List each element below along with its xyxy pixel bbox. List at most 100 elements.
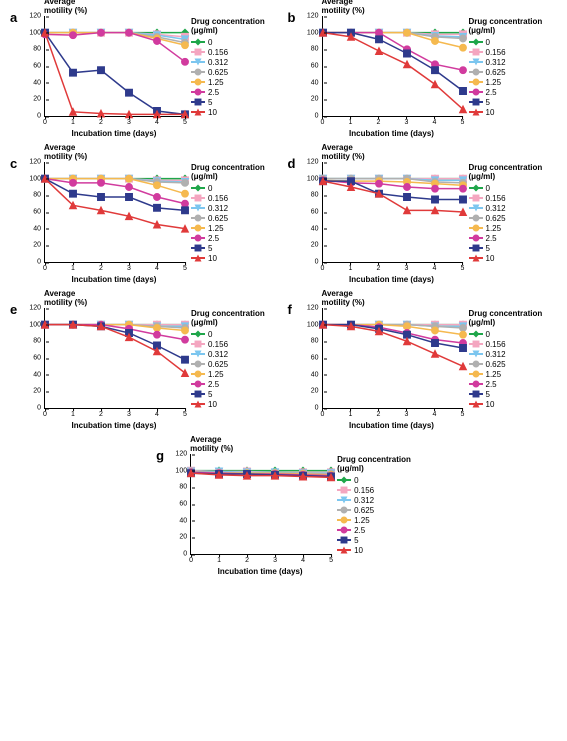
legend: Drug concentration(μg/ml) 0 0.156 0.312 … xyxy=(191,164,265,264)
legend-label: 0 xyxy=(208,330,212,339)
legend-item: 0.156 xyxy=(337,486,411,495)
legend-item: 2.5 xyxy=(191,380,265,389)
legend-label: 0 xyxy=(486,38,490,47)
legend: Drug concentration(μg/ml) 0 0.156 0.312 … xyxy=(337,456,411,556)
legend-item: 0.312 xyxy=(191,204,265,213)
legend-item: 10 xyxy=(337,546,411,555)
legend-label: 1.25 xyxy=(208,370,224,379)
legend-item: 5 xyxy=(191,390,265,399)
xtick: 3 xyxy=(127,116,131,126)
xtick: 4 xyxy=(155,408,159,418)
legend-item: 2.5 xyxy=(191,234,265,243)
legend-label: 0.625 xyxy=(208,214,228,223)
legend-item: 5 xyxy=(337,536,411,545)
legend: Drug concentration(μg/ml) 0 0.156 0.312 … xyxy=(469,18,543,118)
panel-label: d xyxy=(288,156,296,171)
xtick: 0 xyxy=(43,262,47,272)
ytick: 120 xyxy=(307,13,323,20)
ytick: 100 xyxy=(175,467,191,474)
legend-title: Drug concentration(μg/ml) xyxy=(469,164,543,182)
legend-label: 0.156 xyxy=(208,194,228,203)
ytick: 40 xyxy=(311,79,323,86)
xtick: 0 xyxy=(43,116,47,126)
xtick: 2 xyxy=(377,408,381,418)
legend-item: 10 xyxy=(191,108,265,117)
legend-item: 0 xyxy=(469,38,543,47)
legend-item: 1.25 xyxy=(191,224,265,233)
legend-label: 5 xyxy=(208,244,212,253)
legend-item: 1.25 xyxy=(191,78,265,87)
ytick: 40 xyxy=(33,371,45,378)
legend-item: 2.5 xyxy=(469,88,543,97)
ytick: 80 xyxy=(311,46,323,53)
ytick: 80 xyxy=(33,192,45,199)
chart-panel: f Averagemotility (%) 020406080100120012… xyxy=(288,302,558,430)
y-axis-title: Averagemotility (%) xyxy=(190,436,233,454)
legend-item: 0.625 xyxy=(191,214,265,223)
legend-label: 0.312 xyxy=(208,204,228,213)
legend-label: 1.25 xyxy=(486,78,502,87)
legend-label: 0 xyxy=(486,184,490,193)
y-axis-title: Averagemotility (%) xyxy=(322,290,365,308)
legend-label: 10 xyxy=(208,400,217,409)
legend-label: 1.25 xyxy=(208,224,224,233)
legend-label: 5 xyxy=(486,390,490,399)
ytick: 60 xyxy=(311,209,323,216)
chart: Averagemotility (%) 02040608010012001234… xyxy=(300,16,463,138)
x-axis-title: Incubation time (days) xyxy=(44,421,184,430)
xtick: 0 xyxy=(321,262,325,272)
xtick: 0 xyxy=(189,554,193,564)
ytick: 100 xyxy=(307,175,323,182)
legend-item: 10 xyxy=(469,400,543,409)
xtick: 2 xyxy=(377,262,381,272)
ytick: 20 xyxy=(33,96,45,103)
legend-title: Drug concentration(μg/ml) xyxy=(337,456,411,474)
legend-label: 0.312 xyxy=(208,58,228,67)
legend-label: 0 xyxy=(354,476,358,485)
legend-label: 0.625 xyxy=(486,68,506,77)
legend-label: 10 xyxy=(208,254,217,263)
chart-panel: g Averagemotility (%) 020406080100120012… xyxy=(10,448,557,576)
chart: Averagemotility (%) 02040608010012001234… xyxy=(22,162,185,284)
legend-item: 0.625 xyxy=(469,360,543,369)
legend-item: 10 xyxy=(191,254,265,263)
xtick: 4 xyxy=(433,262,437,272)
ytick: 120 xyxy=(29,13,45,20)
xtick: 2 xyxy=(377,116,381,126)
legend-title: Drug concentration(μg/ml) xyxy=(469,18,543,36)
legend-label: 10 xyxy=(486,254,495,263)
legend-label: 0.312 xyxy=(486,58,506,67)
legend-label: 0.625 xyxy=(208,360,228,369)
legend-item: 0.625 xyxy=(337,506,411,515)
legend-label: 0 xyxy=(486,330,490,339)
xtick: 3 xyxy=(273,554,277,564)
xtick: 0 xyxy=(321,408,325,418)
legend-item: 2.5 xyxy=(469,380,543,389)
legend-label: 2.5 xyxy=(486,380,497,389)
ytick: 40 xyxy=(33,225,45,232)
legend-label: 0.156 xyxy=(486,48,506,57)
ytick: 20 xyxy=(33,242,45,249)
xtick: 4 xyxy=(433,408,437,418)
xtick: 2 xyxy=(245,554,249,564)
xtick: 5 xyxy=(461,408,465,418)
xtick: 3 xyxy=(405,116,409,126)
legend-label: 10 xyxy=(486,108,495,117)
legend-item: 0.625 xyxy=(469,214,543,223)
legend-item: 0.312 xyxy=(191,350,265,359)
panel-label: a xyxy=(10,10,17,25)
legend-item: 1.25 xyxy=(469,224,543,233)
x-axis-title: Incubation time (days) xyxy=(322,275,462,284)
ytick: 100 xyxy=(29,29,45,36)
xtick: 4 xyxy=(301,554,305,564)
legend-label: 10 xyxy=(486,400,495,409)
ytick: 60 xyxy=(33,355,45,362)
legend-item: 0.625 xyxy=(191,68,265,77)
y-axis-title: Averagemotility (%) xyxy=(322,0,365,16)
ytick: 120 xyxy=(29,159,45,166)
legend-item: 0.625 xyxy=(469,68,543,77)
legend-item: 2.5 xyxy=(191,88,265,97)
legend-label: 0.156 xyxy=(208,48,228,57)
plot-area: 020406080100120012345 xyxy=(190,454,331,555)
xtick: 5 xyxy=(461,116,465,126)
